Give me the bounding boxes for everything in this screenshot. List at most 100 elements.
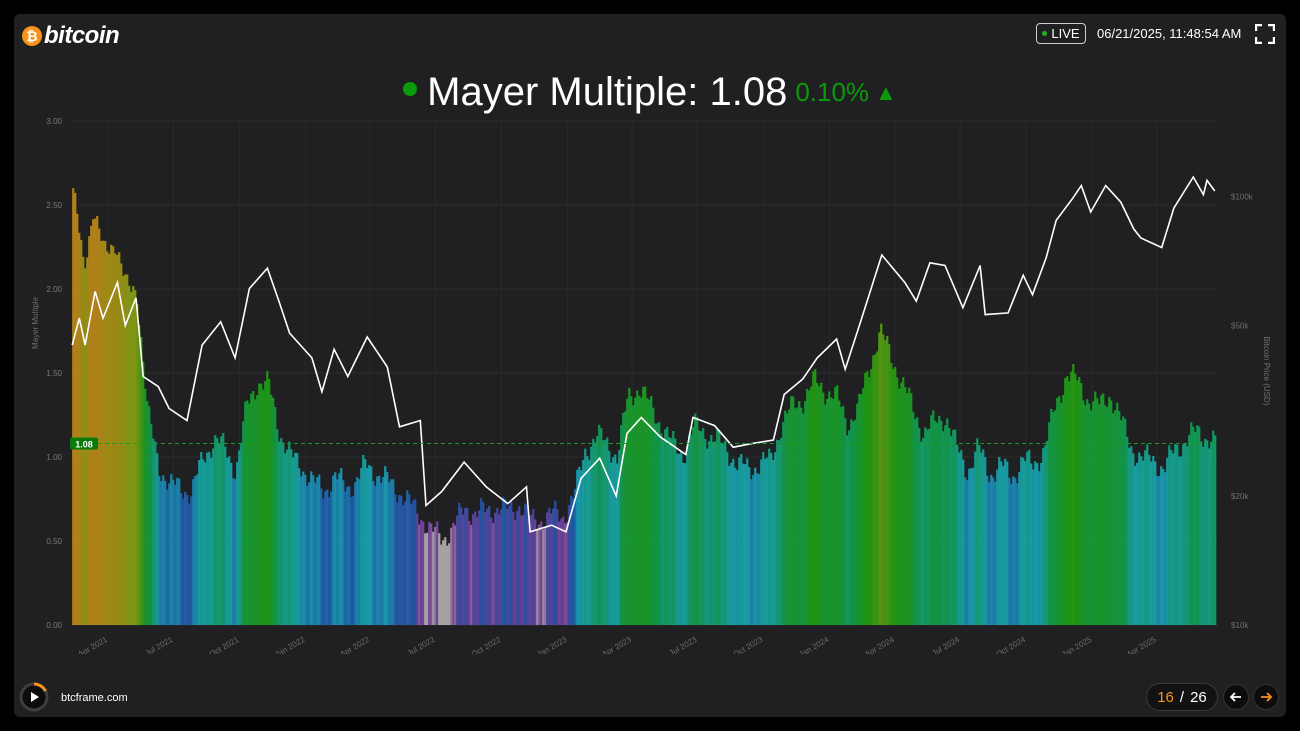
- mayer-bar: [528, 515, 531, 625]
- mayer-bar: [882, 334, 885, 625]
- mayer-bar: [1048, 422, 1051, 625]
- mayer-bar: [114, 253, 117, 626]
- mayer-bar: [834, 387, 837, 625]
- mayer-bar: [356, 477, 359, 625]
- mayer-bar: [512, 512, 515, 625]
- mayer-bar: [232, 478, 235, 625]
- mayer-bar: [216, 438, 219, 625]
- mayer-bar: [336, 479, 339, 625]
- mayer-bar: [1196, 425, 1199, 625]
- site-link[interactable]: btcframe.com: [61, 692, 128, 704]
- mayer-bar: [346, 486, 349, 625]
- mayer-bar: [1210, 441, 1213, 625]
- mayer-bar: [928, 428, 931, 625]
- mayer-bar: [304, 474, 307, 625]
- mayer-bar: [122, 275, 125, 625]
- mayer-bar: [980, 452, 983, 625]
- mayer-bar: [1088, 403, 1091, 625]
- mayer-bar: [206, 452, 209, 625]
- mayer-bar: [350, 496, 353, 625]
- mayer-bar: [272, 397, 275, 625]
- mayer-bar: [890, 362, 893, 625]
- mayer-bar: [556, 509, 559, 625]
- mayer-bar: [1034, 461, 1037, 625]
- mayer-bar: [1188, 435, 1191, 625]
- mayer-bar: [516, 511, 519, 625]
- mayer-bar: [896, 377, 899, 625]
- mayer-bar: [798, 401, 801, 625]
- mayer-bar: [1142, 460, 1145, 625]
- mayer-bar: [242, 421, 245, 625]
- mayer-bar: [184, 491, 187, 625]
- mayer-bar: [916, 417, 919, 625]
- mayer-bar: [684, 463, 687, 625]
- mayer-bar: [1212, 430, 1215, 625]
- mayer-bar: [142, 361, 145, 625]
- mayer-bar: [202, 459, 205, 625]
- mayer-bar: [358, 479, 361, 625]
- mayer-bar: [1058, 396, 1061, 625]
- mayer-bar: [1030, 463, 1033, 625]
- mayer-bar: [306, 485, 309, 625]
- mayer-bar: [994, 481, 997, 625]
- mayer-bar: [582, 459, 585, 625]
- mayer-bar: [1150, 461, 1153, 625]
- mayer-bar: [568, 504, 571, 625]
- mayer-bar: [510, 501, 513, 625]
- mayer-bar: [758, 473, 761, 625]
- mayer-bar: [790, 396, 793, 625]
- mayer-bar: [1114, 410, 1117, 625]
- mayer-bar: [1104, 405, 1107, 625]
- fullscreen-icon[interactable]: [1255, 24, 1275, 44]
- mayer-bar: [438, 533, 441, 625]
- mayer-bar: [648, 399, 651, 625]
- mayer-bar: [1214, 435, 1217, 625]
- mayer-bar: [1204, 438, 1207, 625]
- mayer-bar: [666, 426, 669, 625]
- mayer-bar: [996, 469, 999, 625]
- mayer-bar: [612, 457, 615, 625]
- mayer-bar: [494, 512, 497, 625]
- live-label: LIVE: [1051, 26, 1080, 41]
- prev-button[interactable]: [1223, 684, 1249, 710]
- slide-pager: 16 / 26: [1146, 683, 1218, 711]
- mayer-bar: [618, 450, 621, 625]
- live-indicator[interactable]: LIVE: [1036, 23, 1086, 44]
- mayer-bar: [460, 507, 463, 625]
- mayer-bar: [496, 508, 499, 625]
- mayer-bar: [1094, 391, 1097, 625]
- mayer-bar: [1158, 475, 1161, 625]
- mayer-bar: [174, 484, 177, 625]
- mayer-bar: [240, 442, 243, 625]
- mayer-bar: [904, 387, 907, 625]
- mayer-bar: [234, 479, 237, 625]
- mayer-bar: [740, 453, 743, 625]
- mayer-bar: [92, 219, 95, 625]
- mayer-bar: [852, 421, 855, 625]
- mayer-bar: [414, 498, 417, 625]
- x-tick-label: Apr 2024: [863, 635, 896, 654]
- mayer-bar: [878, 332, 881, 625]
- mayer-bar: [870, 369, 873, 625]
- mayer-bar: [254, 399, 257, 625]
- mayer-bar: [552, 508, 555, 625]
- mayer-bar: [320, 488, 323, 625]
- mayer-bar: [912, 411, 915, 625]
- mayer-bar: [940, 420, 943, 625]
- y-axis-label: Mayer Multiple: [31, 296, 40, 349]
- x-tick-label: Jan 2023: [535, 635, 568, 654]
- mayer-bar: [972, 467, 975, 625]
- mayer-bar: [450, 527, 453, 625]
- mayer-bar: [832, 398, 835, 625]
- next-button[interactable]: [1253, 684, 1279, 710]
- mayer-bar: [590, 446, 593, 625]
- mayer-bar: [738, 457, 741, 625]
- mayer-bar: [850, 419, 853, 625]
- mayer-bar: [166, 489, 169, 625]
- mayer-bar: [652, 407, 655, 625]
- mayer-bar: [820, 382, 823, 625]
- mayer-bar: [498, 514, 501, 625]
- mayer-bar: [386, 472, 389, 625]
- mayer-bar: [138, 324, 141, 625]
- mayer-bar: [1020, 457, 1023, 625]
